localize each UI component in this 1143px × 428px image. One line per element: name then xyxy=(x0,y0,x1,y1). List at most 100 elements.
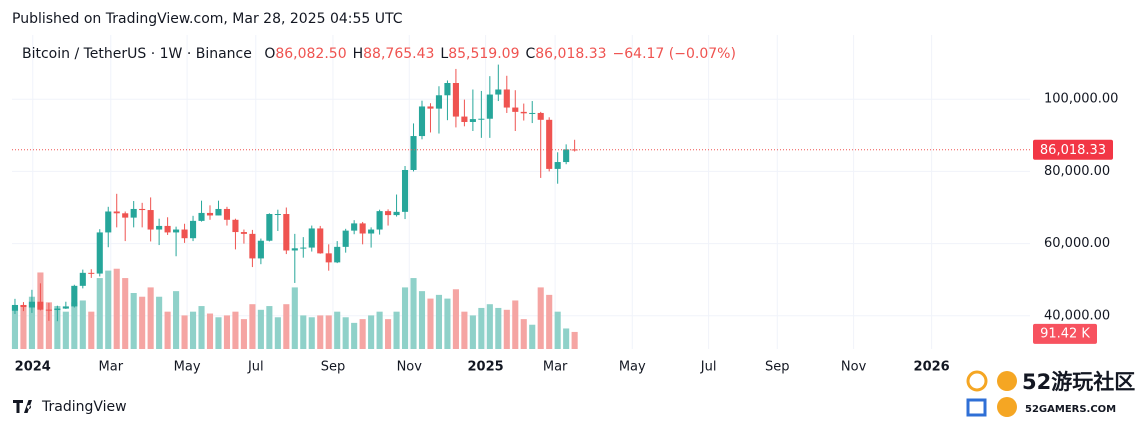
symbol: Bitcoin / TetherUS · 1W · Binance xyxy=(22,46,252,62)
volume-bar xyxy=(376,311,383,349)
volume-bar xyxy=(427,298,434,349)
legend: Bitcoin / TetherUS · 1W · Binance O86,08… xyxy=(22,46,736,62)
plot-area: 100,000.00 80,000.00 60,000.00 40,000.00 202… xyxy=(11,35,1118,375)
candle-body xyxy=(435,95,443,109)
candle-body xyxy=(105,211,112,233)
volume-bar xyxy=(198,306,205,349)
volume-bar xyxy=(232,311,239,349)
y-tick-label: 40,000.00 xyxy=(1044,308,1110,323)
ohlc-value: 86,082.50 xyxy=(275,46,346,62)
volume-bar xyxy=(393,311,400,349)
candle-body xyxy=(28,301,35,308)
candle-body xyxy=(11,304,19,311)
ohlc-key: O xyxy=(264,46,275,62)
candle-body xyxy=(563,149,570,163)
candle-body xyxy=(334,246,341,263)
wm-title: 52游玩社区 xyxy=(1022,370,1135,394)
candle-body xyxy=(385,211,392,216)
volume-bar xyxy=(503,309,510,349)
volume-bar xyxy=(554,311,561,349)
volume-bar xyxy=(469,315,476,349)
volume-bar xyxy=(461,311,468,349)
volume-bar xyxy=(147,287,154,349)
volume-bar xyxy=(478,307,485,349)
wm-icon xyxy=(997,397,1017,417)
candle-body xyxy=(283,214,290,251)
candle-body xyxy=(240,232,247,234)
volume-bar xyxy=(173,291,180,349)
logo: TradingView xyxy=(13,399,127,415)
volume-bar xyxy=(156,296,163,349)
x-tick-label: Jul xyxy=(247,360,264,375)
x-tick-label: 2024 xyxy=(15,360,51,375)
y-tick-label: 60,000.00 xyxy=(1044,236,1110,251)
volume-bar xyxy=(334,311,341,349)
x-tick-label: Mar xyxy=(99,360,124,375)
volume-bar xyxy=(351,322,358,349)
candle-body xyxy=(20,304,27,308)
volume-bar xyxy=(283,304,290,349)
volume-bar xyxy=(308,317,315,349)
volume-label-bg xyxy=(1033,323,1097,344)
volume-bar xyxy=(79,300,86,349)
volume-bar xyxy=(537,287,544,349)
x-tick-label: 2025 xyxy=(468,360,504,375)
volume-bar xyxy=(486,304,493,349)
candle-body xyxy=(198,212,205,221)
header: Published on TradingView.com, Mar 28, 20… xyxy=(12,11,403,27)
ohlc-key: H xyxy=(353,46,364,62)
watermark: 52游玩社区 52GAMERS.COM xyxy=(966,370,1135,417)
candle-body xyxy=(376,211,383,230)
volume-bar xyxy=(325,315,332,349)
x-tick-label: May xyxy=(174,360,201,375)
candle-body xyxy=(300,247,307,249)
volume-bar xyxy=(96,278,103,349)
candle-body xyxy=(147,210,154,230)
candle-body xyxy=(266,214,273,241)
candle-body xyxy=(461,116,468,122)
volume-bar xyxy=(240,319,247,349)
volume-bar xyxy=(495,307,502,349)
candle-body xyxy=(181,229,188,239)
volume-bar xyxy=(317,315,324,349)
candle-body xyxy=(62,306,69,309)
candle-body xyxy=(546,119,553,169)
volume-bar xyxy=(452,289,459,349)
candle-body xyxy=(444,83,451,96)
candle-body xyxy=(88,272,95,274)
volume-label: 91.42 K xyxy=(1040,326,1090,341)
candle-body xyxy=(249,233,256,259)
candle-body xyxy=(368,229,375,234)
x-tick-label: Mar xyxy=(543,360,568,375)
volume-bar xyxy=(164,311,171,349)
candle-body xyxy=(96,232,103,274)
candle-body xyxy=(232,219,239,233)
ohlc-value: 86,018.33 xyxy=(535,46,606,62)
volume-bar xyxy=(520,319,527,349)
volume-bar xyxy=(291,287,298,349)
volume-bar xyxy=(130,293,137,349)
candle-body xyxy=(54,308,61,311)
candle-body xyxy=(554,162,561,169)
volume-bar xyxy=(45,302,52,349)
candle-body xyxy=(189,220,197,239)
candle-body xyxy=(486,94,493,119)
candle-body xyxy=(537,112,544,120)
volume-bar xyxy=(401,287,409,349)
candle-body xyxy=(257,240,264,259)
volume-bar xyxy=(113,268,120,349)
candle-body xyxy=(512,107,519,112)
volume-bar xyxy=(215,317,222,349)
volume-bar xyxy=(223,315,231,349)
wm-icon xyxy=(966,370,988,392)
x-tick-label: 2026 xyxy=(914,360,950,375)
volume-bar xyxy=(88,311,95,349)
volume-bar xyxy=(512,300,519,349)
y-tick-label: 100,000.00 xyxy=(1044,92,1118,107)
price-label: 86,018.33 xyxy=(1040,143,1106,158)
wm-icon xyxy=(966,398,987,417)
logo-icon xyxy=(13,400,32,413)
volume-bar xyxy=(54,306,61,349)
volume-bar xyxy=(28,296,35,349)
x-tick-label: Nov xyxy=(841,360,867,375)
